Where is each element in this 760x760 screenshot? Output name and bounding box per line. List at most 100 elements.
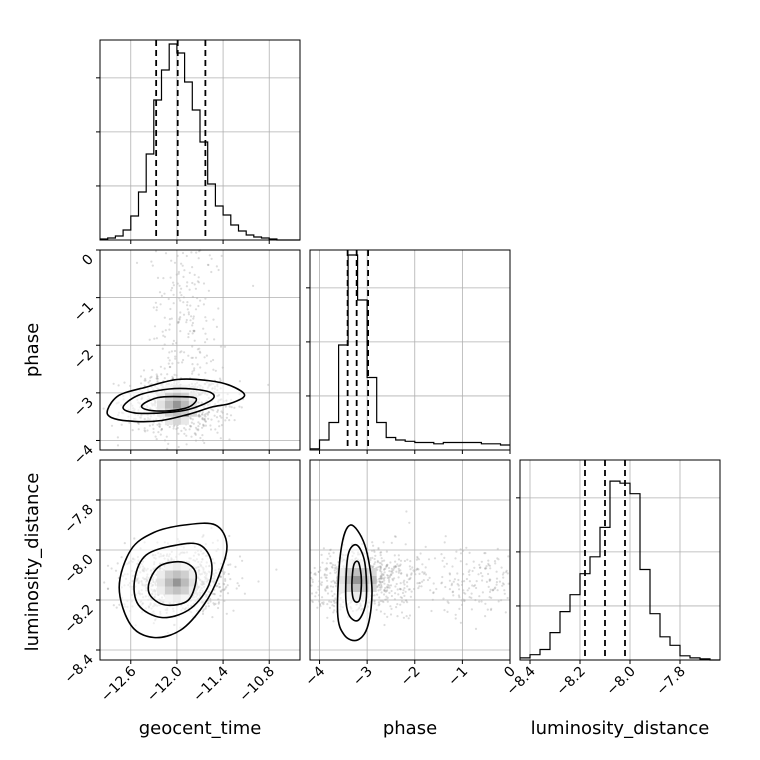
scatter-point xyxy=(325,569,328,572)
scatter-point xyxy=(479,572,483,575)
scatter-point xyxy=(444,535,447,538)
scatter-point xyxy=(143,384,146,387)
scatter-point xyxy=(390,607,393,611)
scatter-point xyxy=(204,415,207,418)
contour-level xyxy=(133,542,213,619)
scatter-point xyxy=(450,582,454,585)
scatter-point xyxy=(478,595,481,598)
scatter-point xyxy=(201,612,205,616)
scatter-point xyxy=(451,590,455,593)
x-tick-label: −11.4 xyxy=(190,663,232,705)
scatter-point xyxy=(156,375,159,378)
scatter-point xyxy=(218,585,222,589)
scatter-point xyxy=(151,423,154,426)
scatter-point xyxy=(379,577,382,580)
scatter-point xyxy=(228,419,231,422)
scatter-point xyxy=(197,425,200,428)
scatter-point xyxy=(376,568,379,571)
scatter-point xyxy=(310,584,313,587)
scatter-point xyxy=(207,411,210,414)
scatter-point xyxy=(465,577,468,581)
scatter-point xyxy=(491,589,495,592)
scatter-point xyxy=(373,563,376,566)
scatter-point xyxy=(390,589,393,593)
scatter-point xyxy=(394,566,397,569)
scatter-point xyxy=(185,434,188,437)
scatter-point xyxy=(496,557,499,560)
scatter-point xyxy=(390,570,394,573)
scatter-point xyxy=(229,563,232,566)
scatter-point xyxy=(398,564,401,567)
scatter-point xyxy=(168,328,171,331)
scatter-point xyxy=(418,582,421,585)
scatter-point xyxy=(403,587,406,590)
scatter-point xyxy=(441,575,444,579)
scatter-point xyxy=(457,578,460,582)
scatter-point xyxy=(170,259,173,262)
density-cell xyxy=(164,416,173,425)
scatter-point xyxy=(171,375,174,378)
scatter-point xyxy=(197,281,200,284)
scatter-point xyxy=(202,425,205,428)
scatter-point xyxy=(420,585,423,588)
scatter-point xyxy=(191,372,194,375)
scatter-point xyxy=(408,588,411,591)
scatter-point xyxy=(332,620,335,623)
scatter-point xyxy=(398,587,401,591)
scatter-point xyxy=(383,582,386,585)
scatter-point xyxy=(385,595,388,598)
scatter-point xyxy=(457,584,460,587)
scatter-point xyxy=(492,588,495,591)
scatter-point xyxy=(485,565,488,568)
scatter-point xyxy=(380,577,383,580)
scatter-point xyxy=(153,325,157,328)
scatter-point xyxy=(473,566,476,569)
scatter-point xyxy=(416,582,419,585)
scatter-point xyxy=(383,559,386,562)
scatter-point xyxy=(209,360,213,363)
y-tick-label: −4 xyxy=(71,442,97,468)
scatter-point xyxy=(156,377,159,380)
scatter-point xyxy=(226,592,230,595)
scatter-point xyxy=(380,570,383,573)
scatter-point xyxy=(386,586,389,589)
scatter-point xyxy=(435,587,438,591)
scatter-point xyxy=(194,432,197,435)
scatter-point xyxy=(197,373,200,376)
scatter-point xyxy=(224,419,227,422)
scatter-point xyxy=(204,341,207,344)
scatter-point xyxy=(311,580,314,584)
scatter-point xyxy=(489,608,493,612)
x-tick-label: −12.0 xyxy=(144,664,186,706)
scatter-point xyxy=(310,576,313,580)
scatter-point xyxy=(447,601,450,605)
scatter-point xyxy=(120,423,123,426)
scatter-point xyxy=(393,535,397,538)
scatter-point xyxy=(325,576,328,579)
scatter-point xyxy=(400,572,403,575)
scatter-point xyxy=(377,565,380,569)
scatter-point xyxy=(170,289,173,292)
scatter-point xyxy=(473,584,477,587)
scatter-point xyxy=(160,373,163,376)
scatter-point xyxy=(193,329,196,332)
scatter-point xyxy=(468,551,471,555)
scatter-point xyxy=(408,521,411,524)
histogram-luminosity_distance xyxy=(520,480,720,661)
scatter-point xyxy=(168,351,171,354)
scatter-point xyxy=(171,286,174,290)
density-cell xyxy=(368,568,377,576)
scatter-point xyxy=(408,577,411,581)
scatter-point xyxy=(488,590,492,594)
scatter-point xyxy=(455,550,458,553)
scatter-point xyxy=(471,569,474,573)
scatter-point xyxy=(488,596,491,599)
y-tick-label: −7.8 xyxy=(61,502,96,537)
scatter-point xyxy=(382,573,385,577)
scatter-point xyxy=(180,262,183,265)
scatter-point xyxy=(507,582,510,585)
scatter-point xyxy=(443,609,446,612)
scatter-point xyxy=(210,418,213,421)
x-tick-label: −1 xyxy=(445,664,471,690)
scatter-point xyxy=(399,603,402,606)
